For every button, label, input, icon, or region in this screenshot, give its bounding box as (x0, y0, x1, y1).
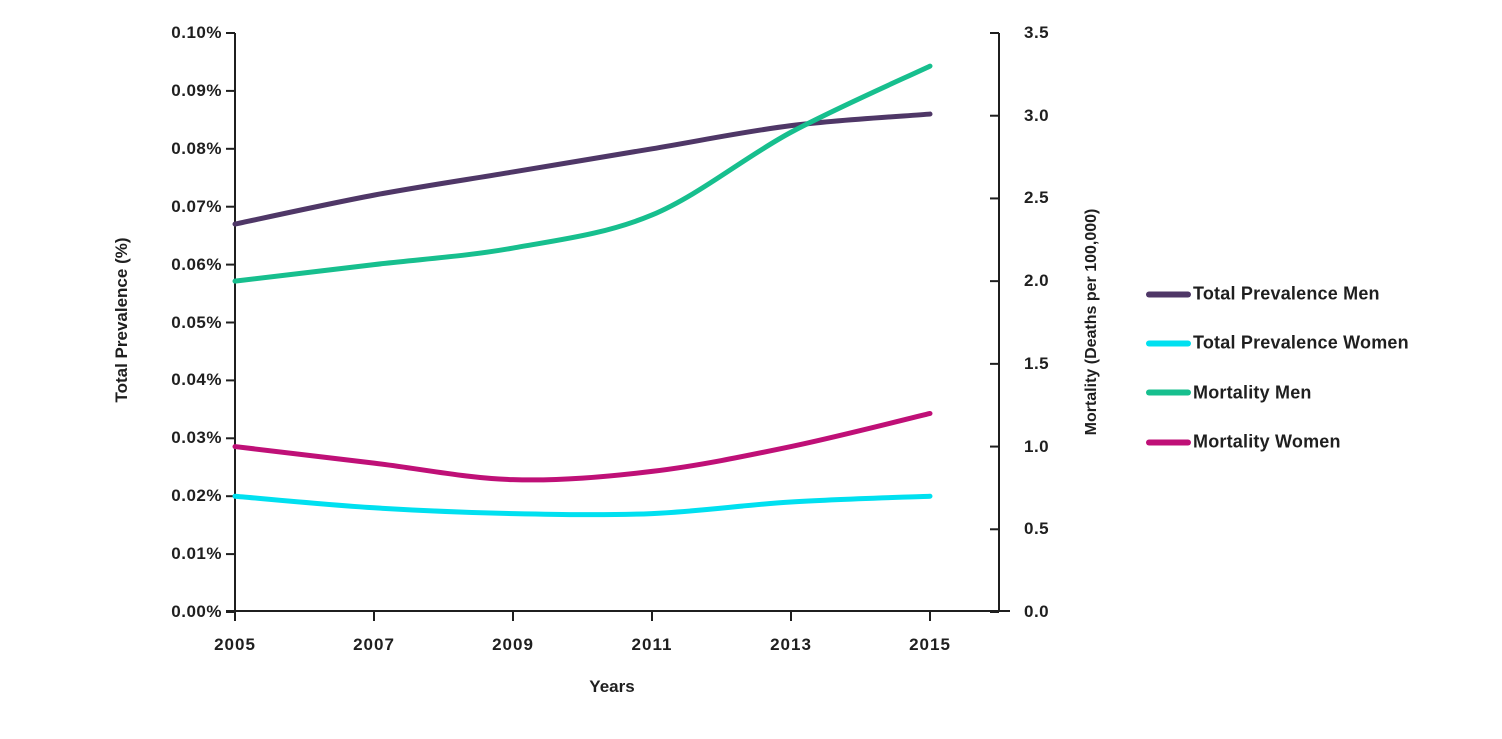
right-axis-tick-label: 1.5 (1024, 353, 1050, 373)
left-axis-title: Total Prevalence (%) (112, 237, 131, 403)
legend-swatch-icon (1146, 291, 1191, 297)
right-axis-tick-label: 3.0 (1024, 105, 1050, 125)
legend-item: Total Prevalence Women (1146, 333, 1409, 354)
series-line-total-prevalence-women (232, 493, 933, 518)
left-axis-tick-label: 0.10% (171, 23, 222, 42)
legend-label: Mortality Women (1193, 431, 1341, 452)
series-line-total-prevalence-men (232, 111, 933, 227)
series-line-mortality-women (232, 410, 933, 483)
legend-swatch-icon (1146, 389, 1191, 396)
legend-item: Mortality Women (1146, 432, 1341, 453)
legend-swatch-icon (1146, 439, 1191, 445)
left-axis-tick-label: 0.06% (171, 254, 222, 274)
right-axis-tick-label: 0.0 (1024, 602, 1050, 621)
right-axis-tick-label: 2.0 (1024, 271, 1050, 291)
legend-swatch-icon (1146, 340, 1191, 347)
legend-label: Total Prevalence Men (1193, 283, 1380, 304)
right-axis-tick-label: 3.5 (1024, 23, 1050, 42)
legend-label: Mortality Men (1193, 382, 1312, 403)
left-axis-tick-label: 0.01% (171, 544, 222, 564)
left-axis-tick-label: 0.00% (171, 602, 222, 621)
right-axis-tick-label: 2.5 (1024, 188, 1050, 208)
left-axis-tick-label: 0.07% (171, 196, 222, 216)
right-axis-tick-label: 0.5 (1024, 519, 1050, 539)
left-axis-tick-label: 0.05% (171, 312, 222, 332)
x-axis-tick-label: 2011 (631, 635, 673, 654)
legend-label: Total Prevalence Women (1193, 332, 1409, 353)
x-axis-tick-label: 2005 (214, 635, 256, 654)
plot-area (226, 32, 1010, 621)
right-axis-tick-label: 1.0 (1024, 436, 1050, 456)
x-axis-tick-label: 2015 (909, 635, 951, 654)
x-axis-tick-label: 2007 (353, 635, 395, 654)
legend-item: Total Prevalence Men (1146, 284, 1380, 305)
series-line-mortality-men (232, 63, 933, 284)
left-axis-tick-label: 0.02% (171, 486, 222, 506)
right-axis-title: Mortality (Deaths per 100,000) (1083, 208, 1100, 436)
x-axis-tick-label: 2009 (492, 635, 534, 654)
left-axis-tick-label: 0.09% (171, 80, 222, 100)
left-axis-tick-label: 0.03% (171, 428, 222, 448)
x-axis-tick-label: 2013 (770, 635, 812, 654)
legend-item: Mortality Men (1146, 382, 1312, 403)
left-axis-tick-label: 0.08% (171, 138, 222, 158)
x-axis-title: Years (589, 677, 635, 696)
left-axis-tick-label: 0.04% (171, 370, 222, 390)
